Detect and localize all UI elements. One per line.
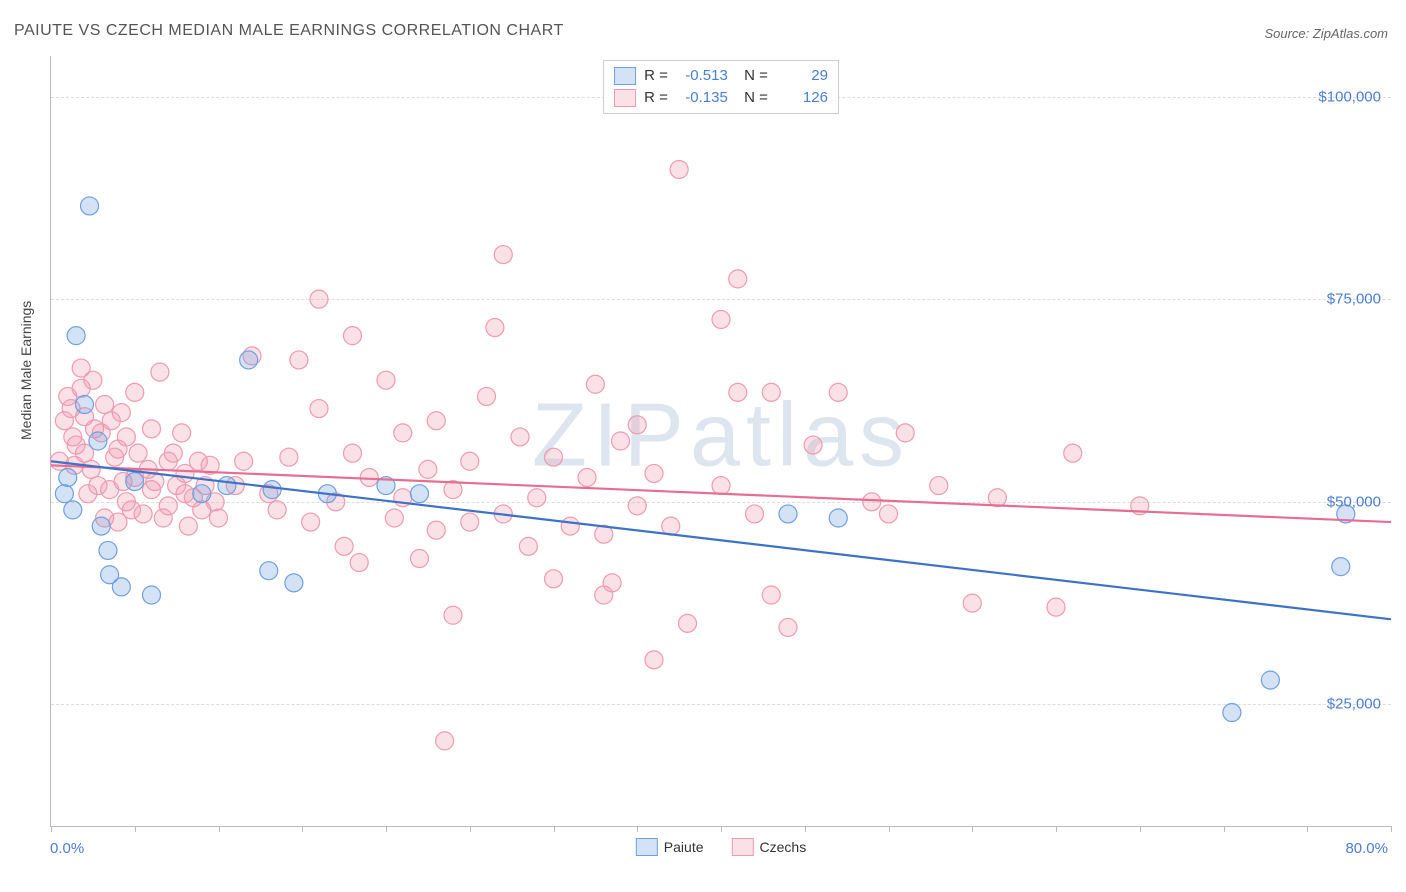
x-max-label: 80.0%: [1345, 840, 1388, 857]
y-tick-label: $75,000: [1327, 291, 1381, 308]
x-min-label: 0.0%: [50, 840, 84, 857]
y-tick-label: $50,000: [1327, 493, 1381, 510]
swatch-paiute-2: [636, 838, 658, 856]
legend-item-paiute: Paiute: [636, 838, 704, 856]
chart-svg: [51, 56, 1391, 826]
y-axis-title: Median Male Earnings: [18, 301, 34, 440]
legend-label-paiute: Paiute: [664, 839, 704, 855]
bottom-legend: Paiute Czechs: [636, 838, 806, 856]
legend-label-czechs: Czechs: [760, 839, 807, 855]
swatch-czechs-2: [732, 838, 754, 856]
source-label: Source: ZipAtlas.com: [1264, 26, 1388, 41]
y-tick-label: $25,000: [1327, 696, 1381, 713]
chart-title: PAIUTE VS CZECH MEDIAN MALE EARNINGS COR…: [14, 22, 564, 40]
y-tick-label: $100,000: [1318, 88, 1381, 105]
legend-item-czechs: Czechs: [732, 838, 807, 856]
plot-area: ZIPatlas R = -0.513 N = 29 R = -0.135 N …: [50, 56, 1391, 827]
